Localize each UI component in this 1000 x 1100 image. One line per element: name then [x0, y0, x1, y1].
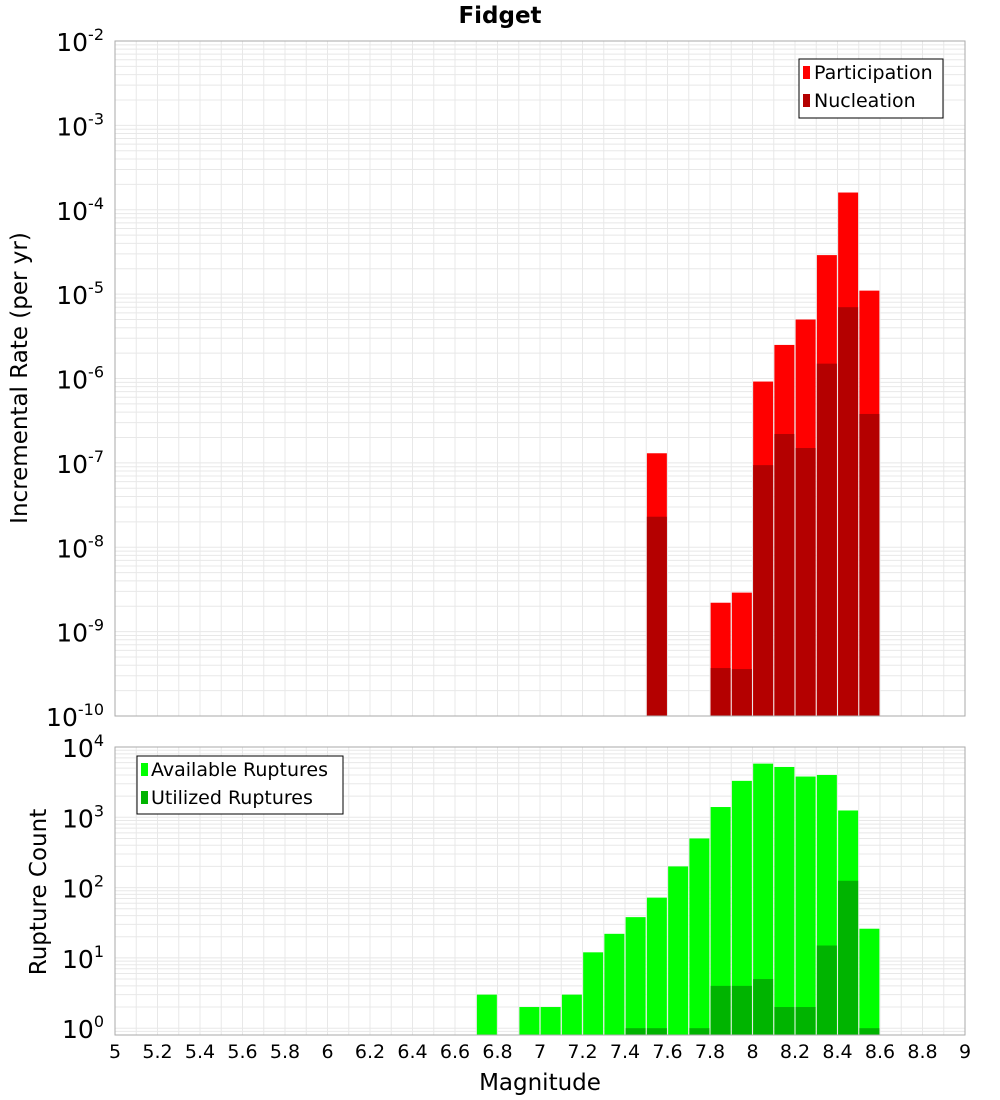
count-y-axis-label: Rupture Count	[26, 809, 52, 975]
rate-y-ticks: 10-2 10-3 10-4 10-5 10-6 10-7 10-8 10-9 10-10	[46, 25, 104, 732]
bar-nucleation	[710, 668, 731, 716]
legend-swatch-participation	[803, 66, 810, 79]
bar-utilized-ruptures	[625, 1028, 646, 1035]
rate-grid	[114, 40, 966, 717]
x-tick-label: 6.4	[397, 1041, 427, 1063]
bar-available-ruptures	[625, 917, 646, 1035]
y-tick-label: 10-10	[46, 700, 104, 732]
bar-available-ruptures	[583, 952, 604, 1035]
x-tick-label: 5.8	[270, 1041, 300, 1063]
legend-swatch-nucleation	[803, 94, 810, 107]
x-tick-label: 7.8	[695, 1041, 725, 1063]
x-tick-label: 8.8	[907, 1041, 937, 1063]
bar-available-ruptures	[710, 807, 731, 1035]
bar-available-ruptures	[731, 780, 752, 1035]
bar-nucleation	[816, 363, 837, 716]
y-tick-label: 101	[62, 942, 104, 974]
bar-available-ruptures	[540, 1007, 561, 1035]
count-legend: Available Ruptures Utilized Ruptures	[136, 755, 344, 815]
bar-nucleation	[838, 307, 859, 716]
bar-nucleation	[774, 433, 795, 716]
bar-available-ruptures	[774, 766, 795, 1035]
x-ticks: 5 5.2 5.4 5.6 5.8 6 6.2 6.4 6.6 6.8 7 7.2 7.4 7.6 7.8 8…	[109, 1041, 971, 1063]
y-tick-label: 10-8	[56, 531, 104, 563]
rate-bars	[646, 192, 880, 717]
bar-utilized-ruptures	[753, 979, 774, 1035]
bar-available-ruptures	[519, 1007, 540, 1035]
bar-available-ruptures	[604, 933, 625, 1035]
legend-box	[798, 58, 944, 119]
bar-available-ruptures	[668, 866, 689, 1035]
count-panel: 104 103 102 101 100 Rupture Count Available …	[26, 731, 966, 1044]
bar-available-ruptures	[561, 994, 582, 1035]
x-tick-label: 9	[959, 1041, 971, 1063]
bar-nucleation	[795, 448, 816, 716]
bar-nucleation	[731, 669, 752, 716]
bar-utilized-ruptures	[710, 985, 731, 1035]
x-tick-label: 8	[746, 1041, 758, 1063]
x-tick-label: 6.8	[482, 1041, 512, 1063]
legend-swatch-available	[141, 763, 148, 776]
bar-utilized-ruptures	[795, 1007, 816, 1035]
y-tick-label: 10-5	[56, 278, 104, 310]
legend-label-available: Available Ruptures	[151, 759, 328, 781]
bar-nucleation	[646, 516, 667, 716]
bar-utilized-ruptures	[731, 985, 752, 1035]
x-tick-label: 7.2	[567, 1041, 597, 1063]
y-tick-label: 10-6	[56, 363, 104, 395]
bar-available-ruptures	[689, 838, 710, 1035]
y-tick-label: 10-4	[56, 194, 104, 226]
x-tick-label: 6	[321, 1041, 333, 1063]
rate-panel: 10-2 10-3 10-4 10-5 10-6 10-7 10-8 10-9 10-10 In…	[7, 25, 966, 732]
bar-utilized-ruptures	[646, 1028, 667, 1035]
bar-utilized-ruptures	[838, 880, 859, 1035]
x-tick-label: 7	[534, 1041, 546, 1063]
y-tick-label: 103	[62, 801, 104, 833]
x-tick-label: 7.6	[652, 1041, 682, 1063]
count-y-ticks: 104 103 102 101 100	[62, 731, 104, 1044]
bar-available-ruptures	[646, 897, 667, 1035]
rate-y-axis-label: Incremental Rate (per yr)	[7, 232, 33, 524]
x-tick-label: 7.4	[610, 1041, 640, 1063]
bar-available-ruptures	[795, 776, 816, 1035]
bar-available-ruptures	[753, 763, 774, 1035]
x-tick-label: 6.6	[440, 1041, 470, 1063]
x-axis-label: Magnitude	[479, 1070, 601, 1096]
bar-nucleation	[753, 465, 774, 716]
legend-box	[136, 755, 344, 815]
count-bars	[476, 763, 880, 1035]
bar-nucleation	[859, 413, 880, 716]
bar-available-ruptures	[476, 994, 497, 1035]
y-tick-label: 10-2	[56, 25, 104, 57]
rate-plot-frame	[114, 40, 966, 717]
chart-title: Fidget	[458, 3, 541, 29]
bar-utilized-ruptures	[689, 1028, 710, 1035]
x-tick-label: 8.4	[822, 1041, 852, 1063]
y-tick-label: 10-7	[56, 447, 104, 479]
rate-legend: Participation Nucleation	[798, 58, 944, 119]
bar-utilized-ruptures	[859, 1028, 880, 1035]
x-tick-label: 5.2	[142, 1041, 172, 1063]
legend-label-participation: Participation	[814, 62, 933, 84]
x-tick-label: 8.2	[780, 1041, 810, 1063]
x-tick-label: 5	[109, 1041, 121, 1063]
legend-swatch-utilized	[141, 791, 148, 804]
y-tick-label: 10-9	[56, 616, 104, 648]
bar-available-ruptures	[859, 928, 880, 1035]
x-tick-label: 6.2	[355, 1041, 385, 1063]
x-tick-label: 8.6	[865, 1041, 895, 1063]
x-tick-label: 5.4	[185, 1041, 215, 1063]
y-tick-label: 100	[62, 1012, 104, 1044]
bar-utilized-ruptures	[774, 1007, 795, 1035]
y-tick-label: 10-3	[56, 109, 104, 141]
legend-label-utilized: Utilized Ruptures	[151, 787, 313, 809]
y-tick-label: 102	[62, 872, 104, 904]
bar-utilized-ruptures	[816, 945, 837, 1035]
legend-label-nucleation: Nucleation	[814, 90, 916, 112]
x-tick-label: 5.6	[227, 1041, 257, 1063]
count-plot-frame	[114, 746, 966, 1036]
y-tick-label: 104	[62, 731, 104, 763]
